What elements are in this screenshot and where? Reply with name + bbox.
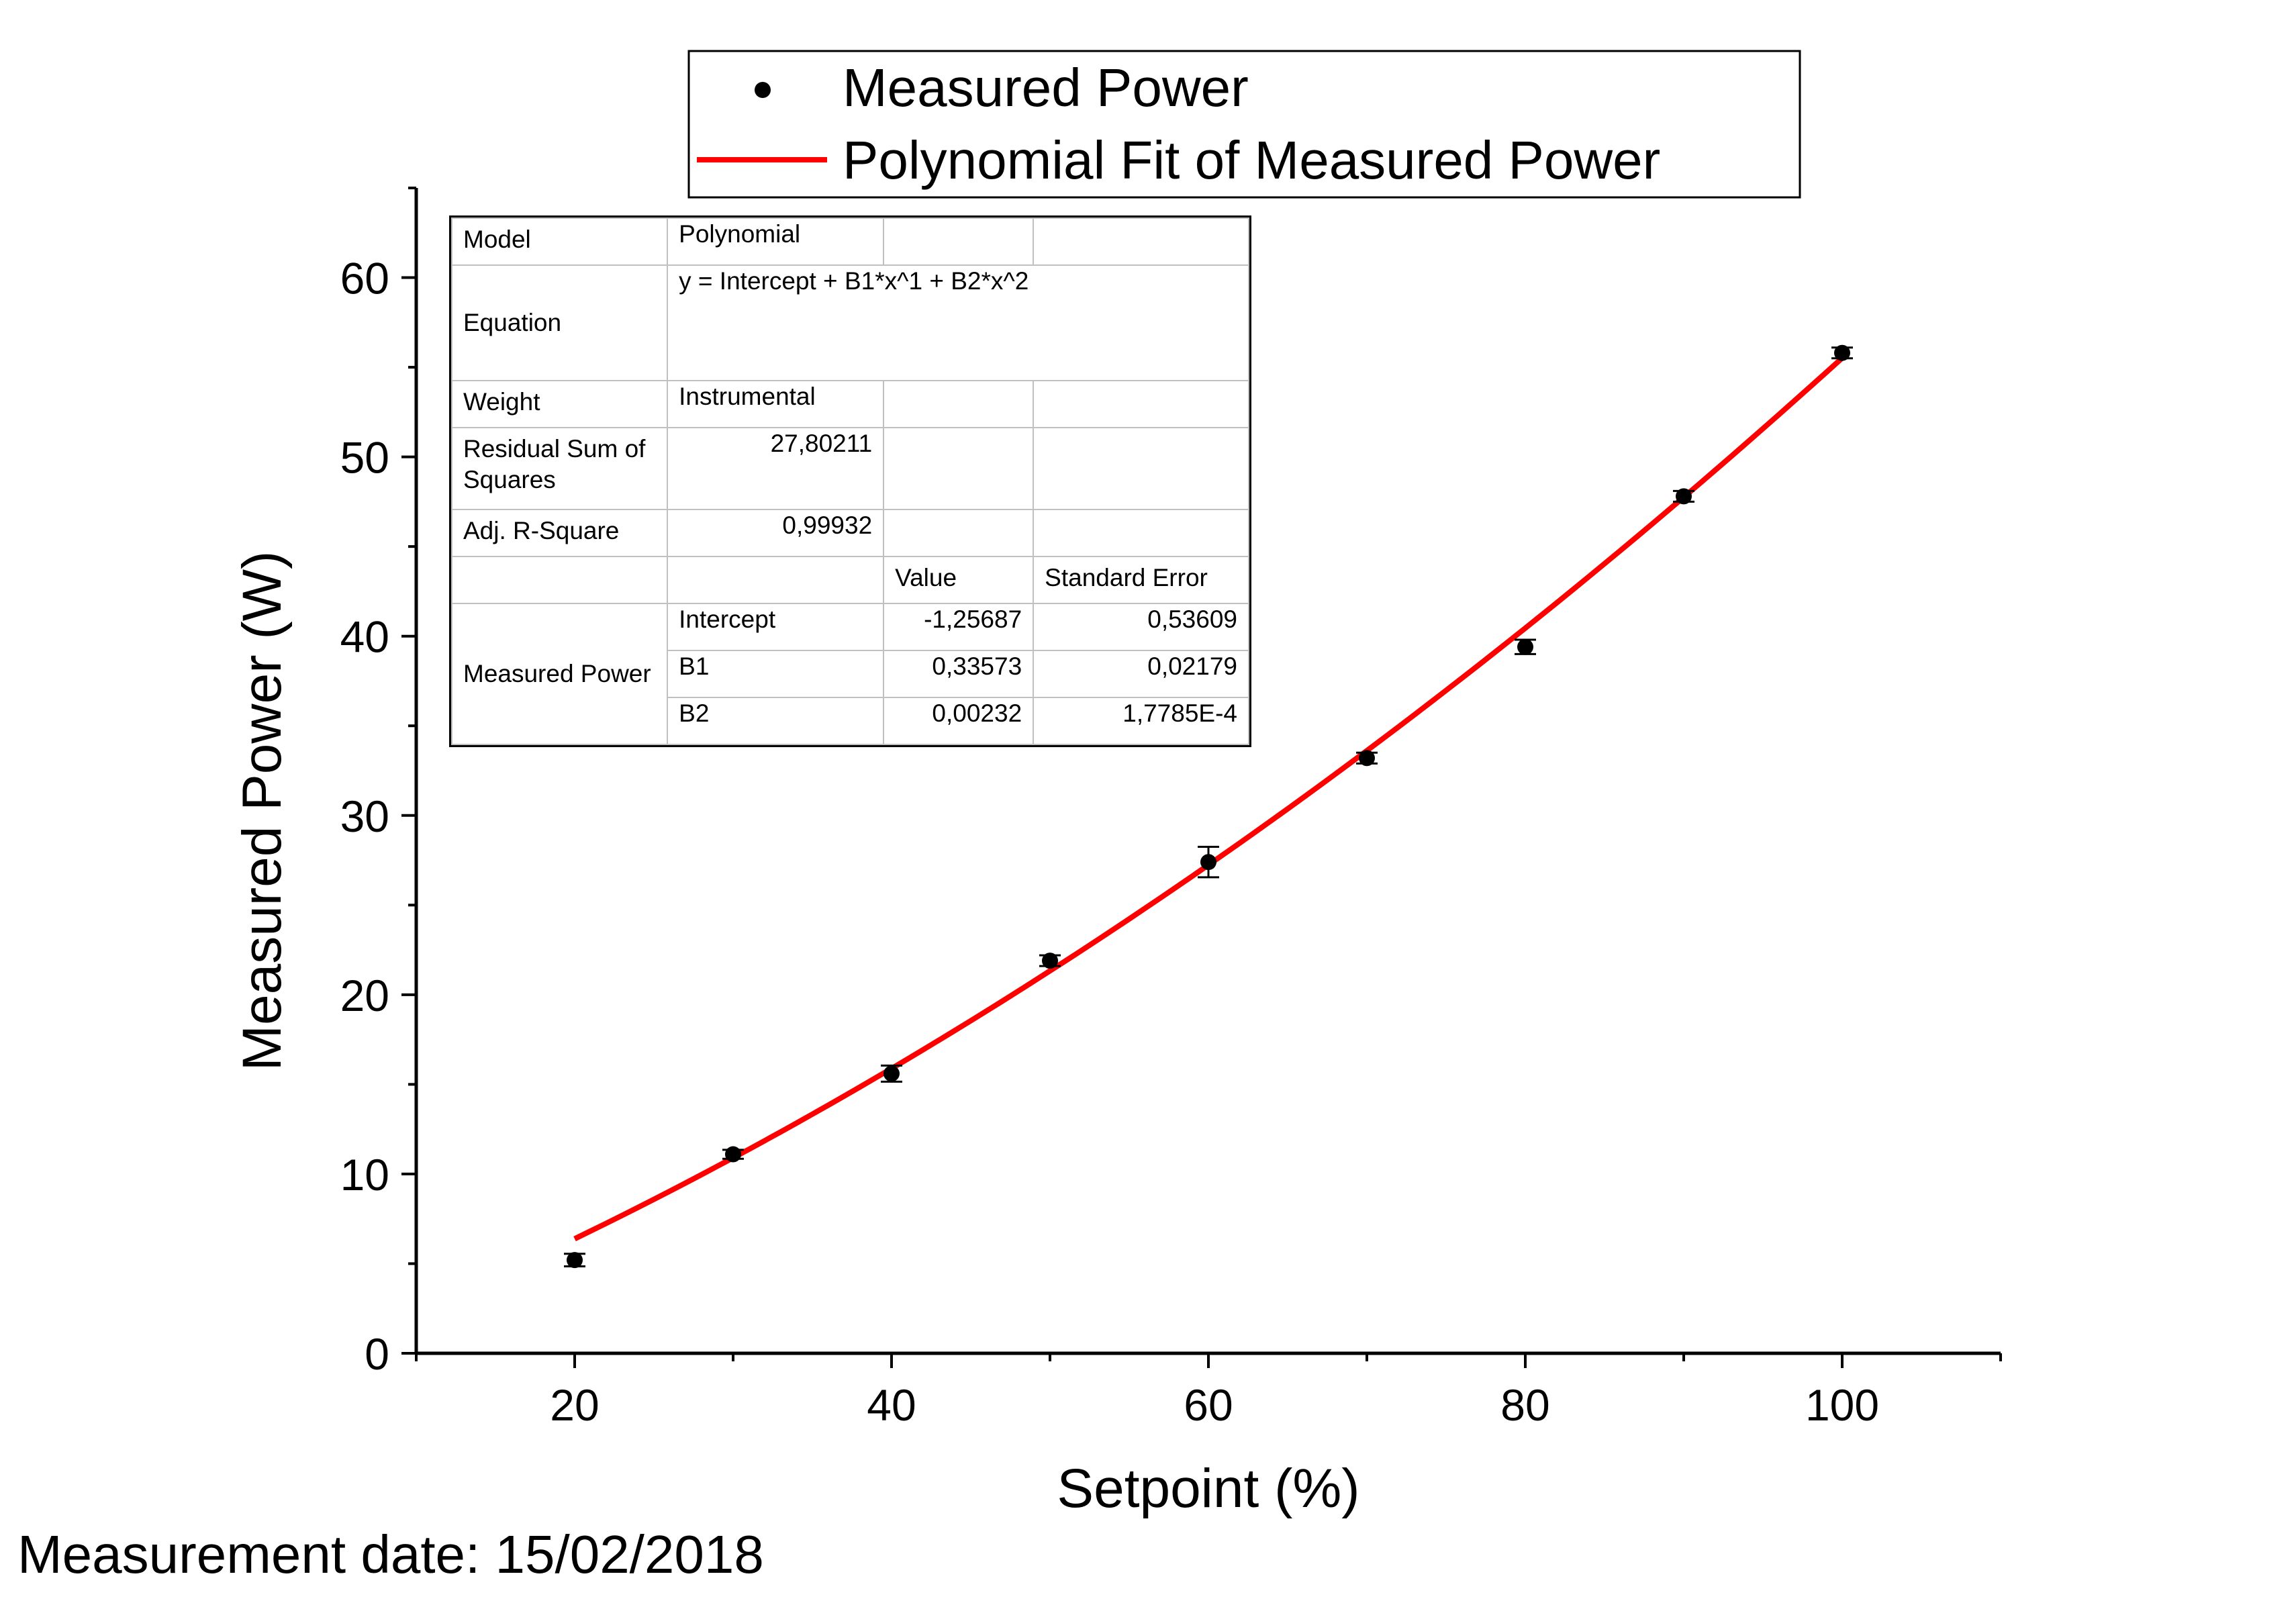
data-point bbox=[1200, 854, 1216, 871]
y-tick-label: 10 bbox=[340, 1150, 389, 1200]
param-standard-error: 0,02179 bbox=[1033, 650, 1249, 698]
weight-label: Weight bbox=[450, 380, 669, 428]
x-tick-label: 20 bbox=[550, 1380, 599, 1430]
x-tick-label: 60 bbox=[1184, 1380, 1233, 1430]
data-point bbox=[1359, 750, 1375, 767]
adj-r-square-value: 0,99932 bbox=[667, 509, 885, 557]
param-name: Intercept bbox=[667, 603, 885, 651]
value-header: Value bbox=[883, 556, 1035, 604]
rss-label: Residual Sum of Squares bbox=[450, 427, 669, 510]
adj-r-square-label: Adj. R-Square bbox=[450, 509, 669, 557]
standard-error-header: Standard Error bbox=[1033, 556, 1249, 604]
y-tick-label: 0 bbox=[365, 1329, 389, 1379]
data-points bbox=[564, 344, 1853, 1269]
legend-marker-measured bbox=[755, 82, 771, 98]
rss-value: 27,80211 bbox=[667, 427, 885, 510]
y-tick-label: 50 bbox=[340, 433, 389, 483]
group-label: Measured Power bbox=[450, 603, 669, 745]
x-tick-label: 80 bbox=[1500, 1380, 1549, 1430]
y-tick-label: 20 bbox=[340, 971, 389, 1020]
axes: 0 10 20 30 40 50 60 20 40 60 80 100 bbox=[340, 187, 2002, 1430]
fit-results-table: Model Polynomial Equation y = Intercept … bbox=[449, 215, 1251, 747]
param-value: 0,00232 bbox=[883, 697, 1035, 745]
y-axis-title: Measured Power (W) bbox=[232, 551, 293, 1071]
legend-label-fit: Polynomial Fit of Measured Power bbox=[843, 130, 1660, 190]
param-standard-error: 0,53609 bbox=[1033, 603, 1249, 651]
data-point bbox=[1676, 488, 1692, 505]
model-value: Polynomial bbox=[667, 217, 885, 266]
param-value: 0,33573 bbox=[883, 650, 1035, 698]
param-standard-error: 1,7785E-4 bbox=[1033, 697, 1249, 745]
equation-value: y = Intercept + B1*x^1 + B2*x^2 bbox=[667, 264, 1249, 381]
param-name: B1 bbox=[667, 650, 885, 698]
legend-box bbox=[687, 50, 1801, 199]
y-tick-label: 30 bbox=[340, 791, 389, 841]
model-label: Model bbox=[450, 217, 669, 266]
x-axis-title: Setpoint (%) bbox=[1057, 1458, 1359, 1519]
equation-label: Equation bbox=[450, 264, 669, 381]
y-tick-label: 40 bbox=[340, 612, 389, 662]
data-point bbox=[725, 1146, 741, 1163]
data-point bbox=[1517, 638, 1533, 655]
y-tick-label: 60 bbox=[340, 254, 389, 303]
x-tick-label: 100 bbox=[1805, 1380, 1879, 1430]
data-point bbox=[1042, 953, 1058, 969]
measurement-date: Measurement date: 15/02/2018 bbox=[17, 1524, 764, 1584]
x-tick-label: 40 bbox=[867, 1380, 916, 1430]
data-point bbox=[567, 1252, 583, 1269]
param-value: -1,25687 bbox=[883, 603, 1035, 651]
legend-label-measured: Measured Power bbox=[843, 58, 1249, 117]
data-point bbox=[883, 1065, 900, 1082]
legend: Measured Power Polynomial Fit of Measure… bbox=[687, 50, 1801, 199]
param-name: B2 bbox=[667, 697, 885, 745]
weight-value: Instrumental bbox=[667, 380, 885, 428]
data-point bbox=[1834, 344, 1850, 361]
